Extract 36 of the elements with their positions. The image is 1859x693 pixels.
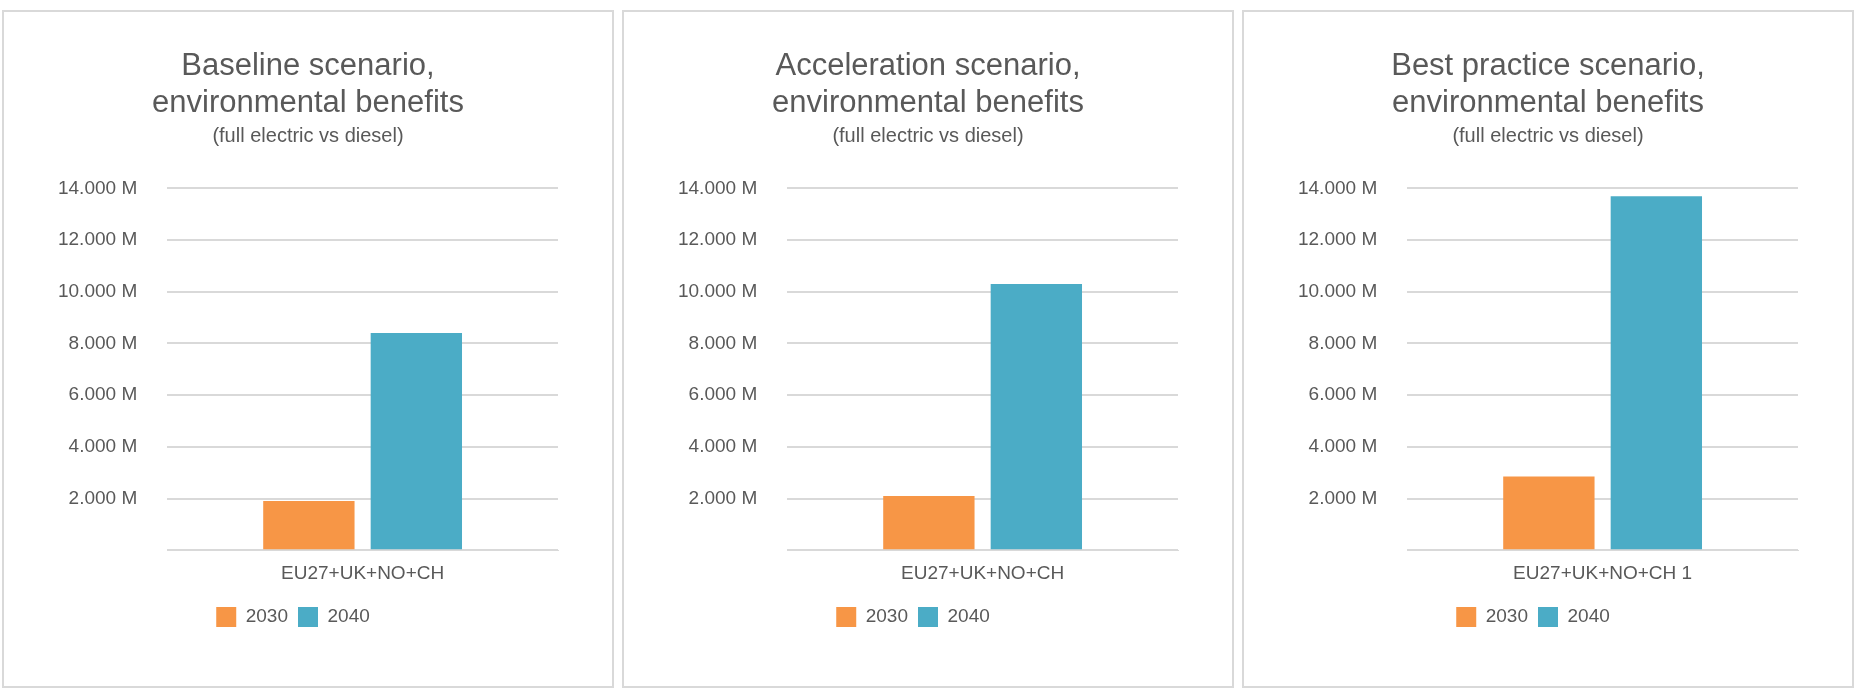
y-tick-label: 14.000 M — [677, 177, 758, 199]
y-tick-label: 10.000 M — [57, 280, 138, 302]
chart-title: Baseline scenario, environmental benefits — [151, 46, 465, 121]
y-tick-label: 12.000 M — [677, 228, 758, 250]
legend-label: 2040 — [1567, 605, 1610, 627]
x-tick-label: EU27+UK+NO+CH — [901, 562, 1065, 584]
y-tick-label: 6.000 M — [68, 383, 138, 405]
y-tick-label: 4.000 M — [1308, 435, 1378, 457]
y-tick-label: 8.000 M — [68, 332, 138, 354]
legend-label: 2030 — [1485, 605, 1529, 627]
y-tick-label: 8.000 M — [688, 332, 758, 354]
chart-title: Acceleration scenario, environmental benefits — [771, 46, 1085, 121]
y-tick-label: 12.000 M — [1297, 228, 1378, 250]
chart-subtitle: (full electric vs diesel) — [832, 124, 1024, 148]
y-tick-label: 14.000 M — [1297, 177, 1378, 199]
chart-subtitle: (full electric vs diesel) — [1452, 124, 1644, 148]
y-tick-label: 10.000 M — [677, 280, 758, 302]
x-tick-label: EU27+UK+NO+CH 1 — [1513, 562, 1693, 584]
y-tick-label: 2.000 M — [688, 487, 758, 509]
legend-label: 2030 — [865, 605, 909, 627]
y-tick-label: 14.000 M — [57, 177, 138, 199]
x-tick-label: EU27+UK+NO+CH — [281, 562, 445, 584]
y-tick-label: 6.000 M — [688, 383, 758, 405]
y-tick-label: 2.000 M — [68, 487, 138, 509]
chart-subtitle: (full electric vs diesel) — [212, 124, 404, 148]
y-tick-label: 2.000 M — [1308, 487, 1378, 509]
legend-label: 2030 — [245, 605, 289, 627]
y-tick-label: 6.000 M — [1308, 383, 1378, 405]
y-tick-label: 12.000 M — [57, 228, 138, 250]
legend-label: 2040 — [327, 605, 370, 627]
y-tick-label: 10.000 M — [1297, 280, 1378, 302]
y-tick-label: 4.000 M — [688, 435, 758, 457]
legend-label: 2040 — [947, 605, 990, 627]
y-tick-label: 8.000 M — [1308, 332, 1378, 354]
y-tick-label: 4.000 M — [68, 435, 138, 457]
chart-title: Best practice scenario, environmental benefits — [1390, 46, 1706, 121]
